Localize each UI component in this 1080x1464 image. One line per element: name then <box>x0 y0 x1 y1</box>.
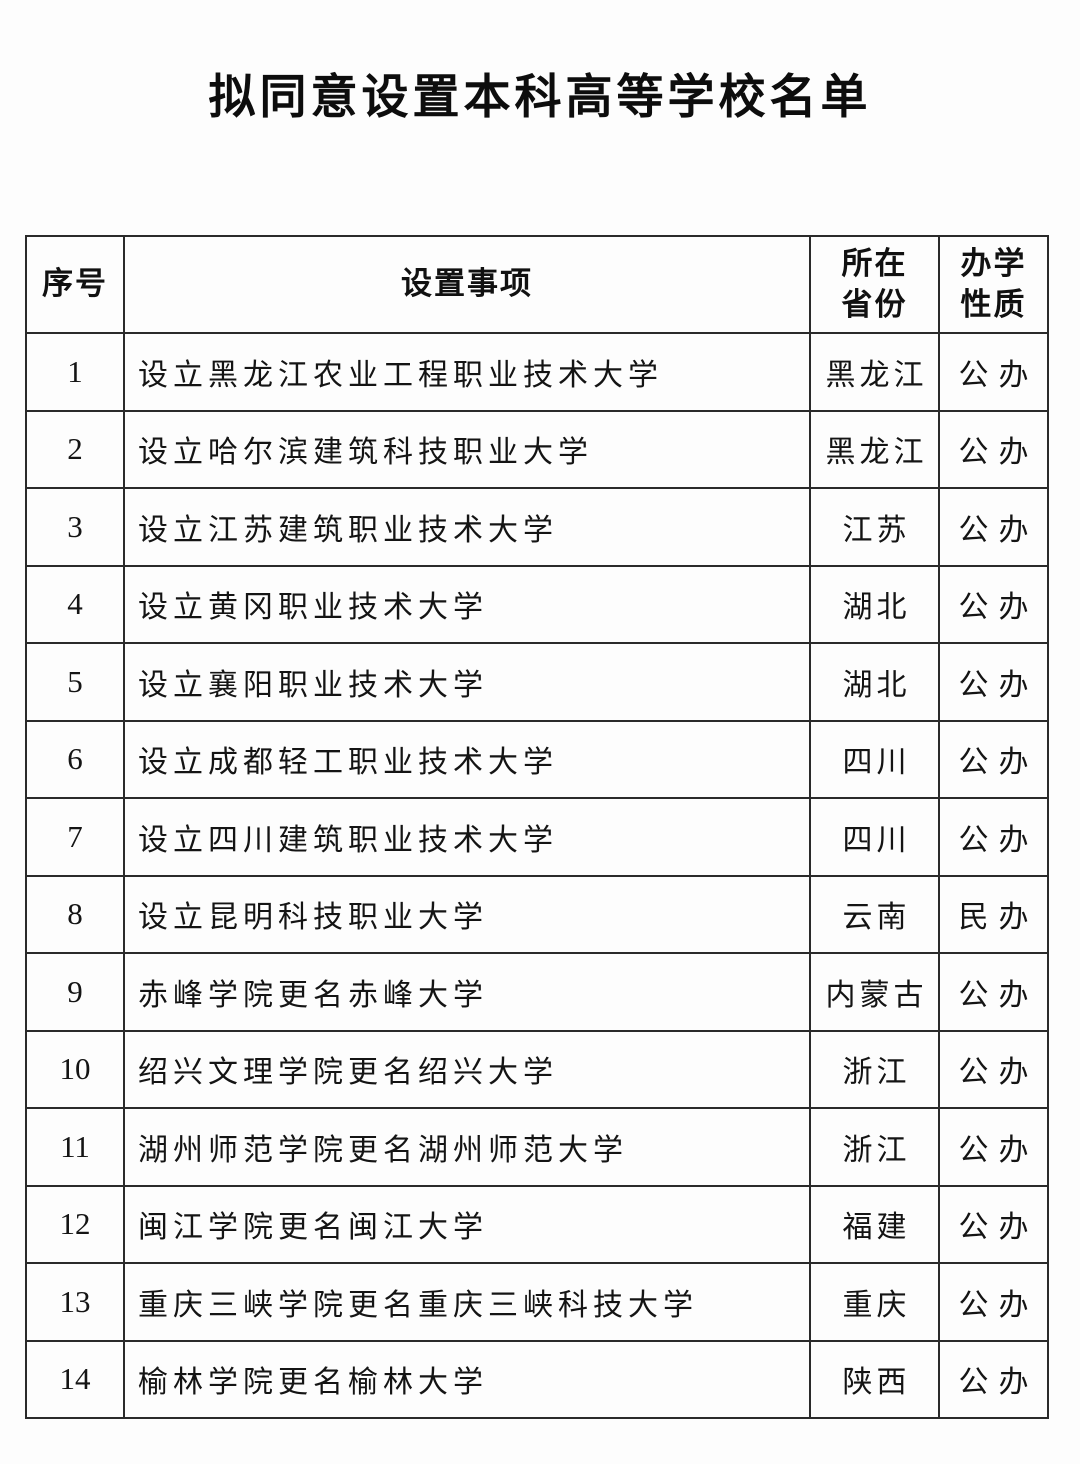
row-item-cell: 设立襄阳职业技术大学 <box>123 642 811 722</box>
row-index-cell: 12 <box>25 1184 125 1264</box>
row-nature-cell: 公办 <box>938 797 1049 877</box>
header-province-line1: 所在 <box>841 245 908 281</box>
row-item-cell: 设立江苏建筑职业技术大学 <box>123 487 811 567</box>
table-header-row: 序号 设置事项 所在 省份 办学 性质 <box>25 235 1049 334</box>
row-nature-cell: 公办 <box>938 564 1049 644</box>
row-province-cell: 黑龙江 <box>809 409 940 489</box>
table-row: 8 设立昆明科技职业大学 云南 民办 <box>25 874 1049 954</box>
row-province-cell: 重庆 <box>809 1262 940 1342</box>
row-nature-cell: 公办 <box>938 1107 1049 1187</box>
row-nature-cell: 公办 <box>938 1339 1049 1419</box>
row-index-cell: 13 <box>25 1262 125 1342</box>
table-row: 5 设立襄阳职业技术大学 湖北 公办 <box>25 642 1049 722</box>
row-province-cell: 江苏 <box>809 487 940 567</box>
table-row: 10 绍兴文理学院更名绍兴大学 浙江 公办 <box>25 1029 1049 1109</box>
table-row: 12 闽江学院更名闽江大学 福建 公办 <box>25 1184 1049 1264</box>
table-row: 2 设立哈尔滨建筑科技职业大学 黑龙江 公办 <box>25 409 1049 489</box>
header-nature: 办学 性质 <box>938 235 1049 334</box>
table-row: 13 重庆三峡学院更名重庆三峡科技大学 重庆 公办 <box>25 1262 1049 1342</box>
row-item-cell: 湖州师范学院更名湖州师范大学 <box>123 1107 811 1187</box>
row-nature-cell: 民办 <box>938 874 1049 954</box>
row-nature-cell: 公办 <box>938 952 1049 1032</box>
row-nature-cell: 公办 <box>938 1029 1049 1109</box>
table-row: 7 设立四川建筑职业技术大学 四川 公办 <box>25 797 1049 877</box>
row-item-cell: 设立昆明科技职业大学 <box>123 874 811 954</box>
row-province-cell: 四川 <box>809 719 940 799</box>
row-index-cell: 14 <box>25 1339 125 1419</box>
page-title: 拟同意设置本科高等学校名单 <box>208 72 872 124</box>
row-province-cell: 湖北 <box>809 642 940 722</box>
row-nature-cell: 公办 <box>938 719 1049 799</box>
row-province-cell: 浙江 <box>809 1029 940 1109</box>
row-item-cell: 绍兴文理学院更名绍兴大学 <box>123 1029 811 1109</box>
row-nature-cell: 公办 <box>938 1184 1049 1264</box>
row-item-cell: 设立哈尔滨建筑科技职业大学 <box>123 409 811 489</box>
row-item-cell: 设立四川建筑职业技术大学 <box>123 797 811 877</box>
row-index-cell: 9 <box>25 952 125 1032</box>
row-province-cell: 云南 <box>809 874 940 954</box>
row-item-cell: 重庆三峡学院更名重庆三峡科技大学 <box>123 1262 811 1342</box>
row-item-cell: 设立黑龙江农业工程职业技术大学 <box>123 332 811 412</box>
table-header: 序号 设置事项 所在 省份 办学 性质 <box>25 235 1049 334</box>
row-nature-cell: 公办 <box>938 409 1049 489</box>
row-item-cell: 榆林学院更名榆林大学 <box>123 1339 811 1419</box>
row-province-cell: 黑龙江 <box>809 332 940 412</box>
table-row: 9 赤峰学院更名赤峰大学 内蒙古 公办 <box>25 952 1049 1032</box>
header-nature-line1: 办学 <box>960 245 1027 281</box>
row-nature-cell: 公办 <box>938 642 1049 722</box>
table-row: 11 湖州师范学院更名湖州师范大学 浙江 公办 <box>25 1107 1049 1187</box>
row-item-cell: 设立成都轻工职业技术大学 <box>123 719 811 799</box>
row-index-cell: 7 <box>25 797 125 877</box>
row-nature-cell: 公办 <box>938 487 1049 567</box>
table-row: 3 设立江苏建筑职业技术大学 江苏 公办 <box>25 487 1049 567</box>
row-index-cell: 8 <box>25 874 125 954</box>
header-index: 序号 <box>25 235 125 334</box>
row-nature-cell: 公办 <box>938 332 1049 412</box>
row-index-cell: 11 <box>25 1107 125 1187</box>
row-nature-cell: 公办 <box>938 1262 1049 1342</box>
row-index-cell: 10 <box>25 1029 125 1109</box>
row-province-cell: 湖北 <box>809 564 940 644</box>
row-index-cell: 6 <box>25 719 125 799</box>
row-index-cell: 2 <box>25 409 125 489</box>
universities-table: 序号 设置事项 所在 省份 办学 性质 1 设立黑龙江农业工程职业技术大学 黑龙… <box>25 235 1049 1419</box>
table-body: 1 设立黑龙江农业工程职业技术大学 黑龙江 公办 2 设立哈尔滨建筑科技职业大学… <box>25 332 1049 1419</box>
table-row: 6 设立成都轻工职业技术大学 四川 公办 <box>25 719 1049 799</box>
header-item: 设置事项 <box>123 235 811 334</box>
row-index-cell: 5 <box>25 642 125 722</box>
row-index-cell: 3 <box>25 487 125 567</box>
header-province: 所在 省份 <box>809 235 940 334</box>
row-item-cell: 赤峰学院更名赤峰大学 <box>123 952 811 1032</box>
header-nature-line2: 性质 <box>960 286 1027 322</box>
row-province-cell: 内蒙古 <box>809 952 940 1032</box>
row-item-cell: 闽江学院更名闽江大学 <box>123 1184 811 1264</box>
row-province-cell: 陕西 <box>809 1339 940 1419</box>
row-province-cell: 浙江 <box>809 1107 940 1187</box>
row-province-cell: 四川 <box>809 797 940 877</box>
row-index-cell: 1 <box>25 332 125 412</box>
table-row: 14 榆林学院更名榆林大学 陕西 公办 <box>25 1339 1049 1419</box>
table-row: 1 设立黑龙江农业工程职业技术大学 黑龙江 公办 <box>25 332 1049 412</box>
header-province-line2: 省份 <box>841 286 908 322</box>
row-index-cell: 4 <box>25 564 125 644</box>
row-item-cell: 设立黄冈职业技术大学 <box>123 564 811 644</box>
row-province-cell: 福建 <box>809 1184 940 1264</box>
table-row: 4 设立黄冈职业技术大学 湖北 公办 <box>25 564 1049 644</box>
